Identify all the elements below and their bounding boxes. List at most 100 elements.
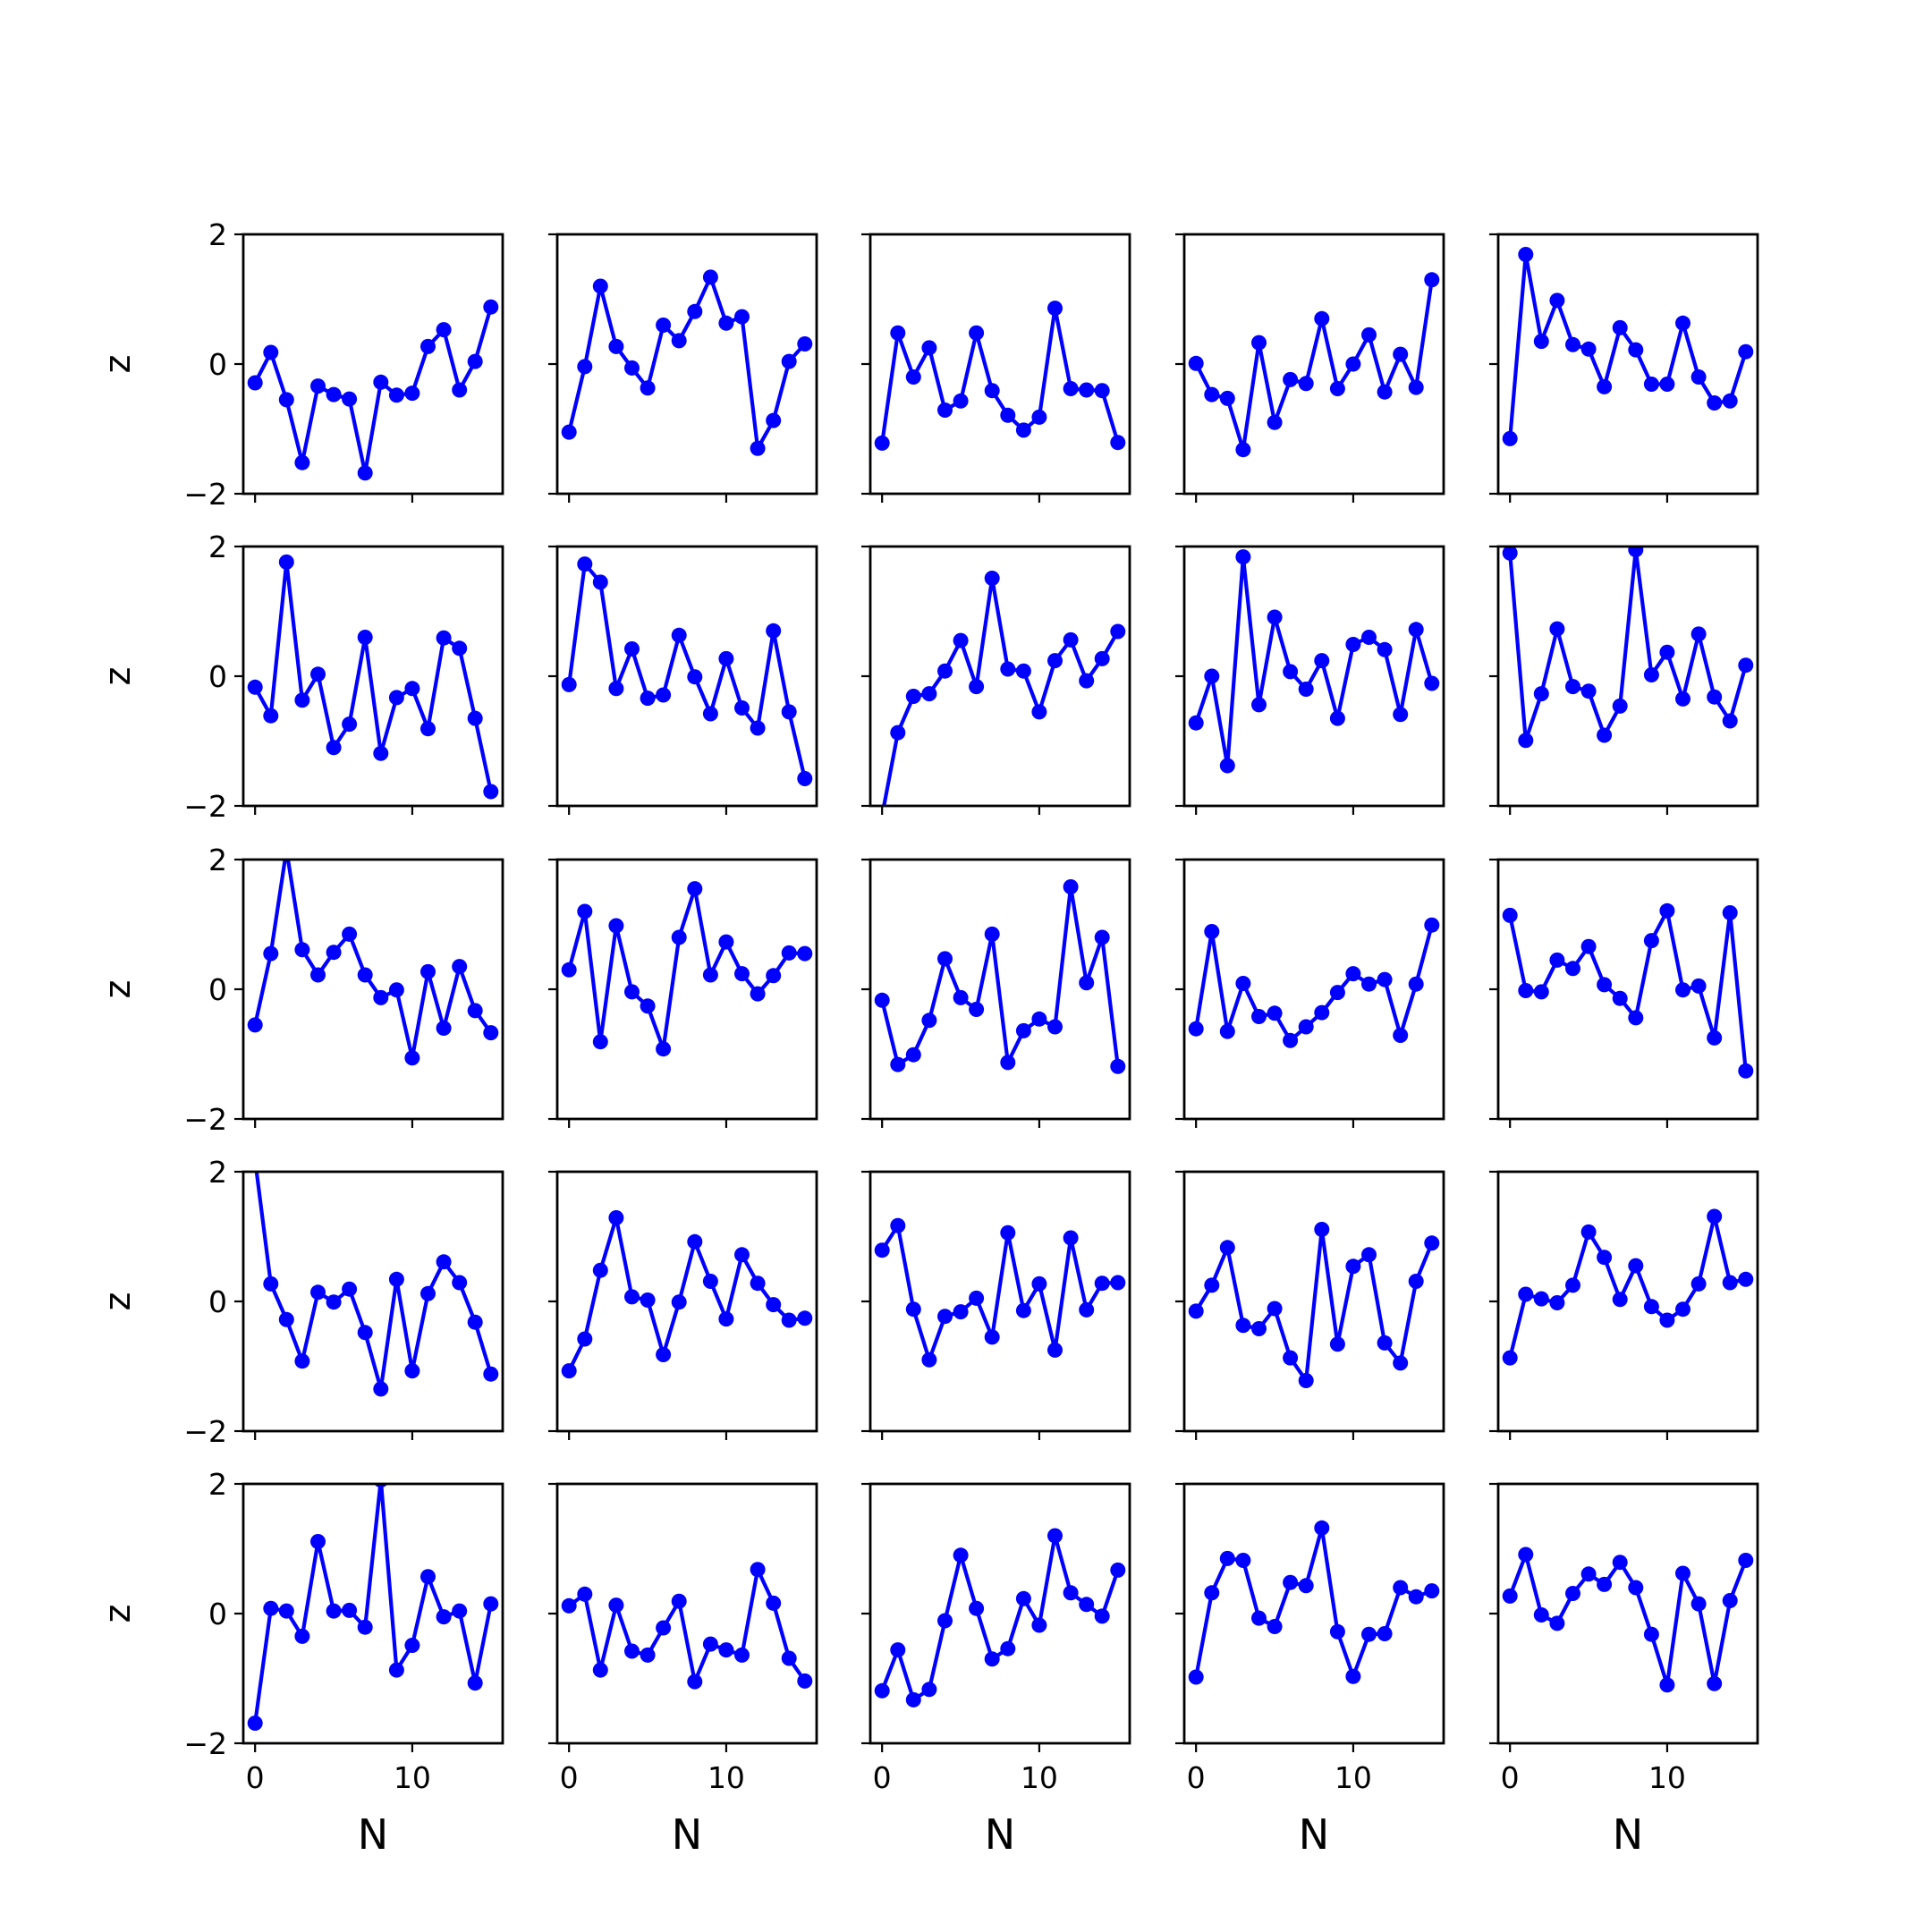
data-point	[1204, 1585, 1220, 1601]
data-point	[1235, 1318, 1251, 1334]
data-point	[1424, 675, 1440, 691]
x-axis-label: N	[358, 1810, 388, 1859]
data-point	[577, 556, 593, 572]
data-point	[561, 962, 577, 978]
subplot-3-1: −2 0 2 z	[97, 843, 504, 1137]
data-point	[905, 1301, 921, 1318]
data-point	[467, 1314, 483, 1330]
data-point	[1612, 1555, 1628, 1571]
series-line	[1194, 555, 1434, 768]
data-point	[640, 380, 656, 396]
data-point	[1094, 383, 1110, 399]
data-point	[890, 1056, 906, 1072]
data-point	[953, 989, 969, 1005]
subplot-2-3	[861, 545, 1131, 815]
data-point	[1580, 1224, 1597, 1240]
data-point	[561, 1597, 577, 1614]
data-point	[1643, 667, 1659, 682]
series-group	[1502, 547, 1754, 749]
data-point	[750, 986, 766, 1002]
data-point	[342, 926, 358, 942]
data-point	[1628, 1258, 1644, 1274]
data-point	[1063, 879, 1079, 894]
data-point	[656, 318, 672, 333]
data-point	[436, 1254, 452, 1270]
data-point	[734, 1647, 750, 1663]
data-point	[718, 650, 734, 666]
data-point	[608, 918, 624, 934]
data-point	[592, 1262, 608, 1278]
data-point	[467, 1003, 483, 1019]
data-point	[1612, 319, 1628, 335]
data-point	[247, 1017, 263, 1033]
data-point	[1204, 668, 1220, 684]
data-point	[750, 720, 766, 736]
series-group	[561, 556, 813, 786]
data-point	[1235, 442, 1251, 458]
subplot-4-5	[1489, 1170, 1759, 1440]
data-point	[1015, 663, 1031, 679]
data-point	[671, 333, 687, 349]
subplot-4-2	[548, 1170, 818, 1440]
data-point	[905, 369, 921, 385]
subplot-5-2: 0 10N	[548, 1482, 818, 1859]
data-point	[937, 951, 953, 967]
series-group	[254, 1172, 499, 1397]
axes-frame	[1496, 233, 1759, 496]
data-point	[1219, 1240, 1235, 1256]
y-tick-label: 2	[208, 217, 227, 252]
data-point	[263, 1600, 279, 1616]
data-point	[1738, 1063, 1754, 1079]
data-point	[420, 338, 436, 354]
series-line	[880, 1533, 1120, 1702]
y-tick-label: 0	[208, 659, 227, 694]
data-point	[1659, 1677, 1675, 1693]
data-point	[483, 299, 499, 315]
data-point	[326, 1294, 342, 1310]
data-point	[781, 945, 797, 961]
data-point	[310, 378, 326, 394]
data-point	[1377, 1335, 1393, 1351]
data-point	[1675, 691, 1690, 707]
data-point	[1722, 713, 1738, 729]
series-group	[247, 299, 499, 481]
series-group	[1502, 247, 1754, 446]
data-point	[984, 1651, 1000, 1667]
data-point	[984, 571, 1000, 586]
data-point	[357, 1325, 373, 1341]
data-point	[1188, 1669, 1204, 1685]
data-point	[357, 465, 373, 481]
data-point	[874, 1682, 890, 1699]
data-point	[702, 967, 718, 983]
subplot-5-4: 0 10N	[1175, 1482, 1445, 1859]
subplot-4-3	[861, 1170, 1131, 1440]
data-point	[687, 303, 703, 319]
data-point	[640, 1292, 656, 1308]
data-point	[937, 663, 953, 679]
data-point	[1329, 710, 1345, 726]
data-point	[1659, 644, 1675, 660]
data-point	[1047, 653, 1063, 669]
data-point	[1565, 1277, 1580, 1293]
data-point	[467, 710, 483, 726]
data-point	[592, 278, 608, 294]
data-point	[1235, 549, 1251, 565]
data-point	[1597, 1250, 1613, 1266]
data-point	[1565, 961, 1580, 977]
data-point	[1675, 1301, 1690, 1318]
data-point	[373, 745, 389, 761]
data-point	[1235, 1553, 1251, 1568]
x-tick-label: 10	[708, 1760, 745, 1795]
data-point	[1267, 609, 1283, 625]
data-point	[890, 1217, 906, 1233]
data-point	[1690, 1596, 1707, 1612]
data-point	[342, 1281, 358, 1297]
data-point	[874, 1242, 890, 1258]
data-point	[921, 1013, 937, 1029]
series-line	[253, 560, 493, 794]
data-point	[561, 1363, 577, 1379]
series-line	[880, 885, 1120, 1069]
data-point	[388, 1662, 404, 1678]
data-point	[436, 322, 452, 338]
data-point	[1393, 707, 1409, 723]
